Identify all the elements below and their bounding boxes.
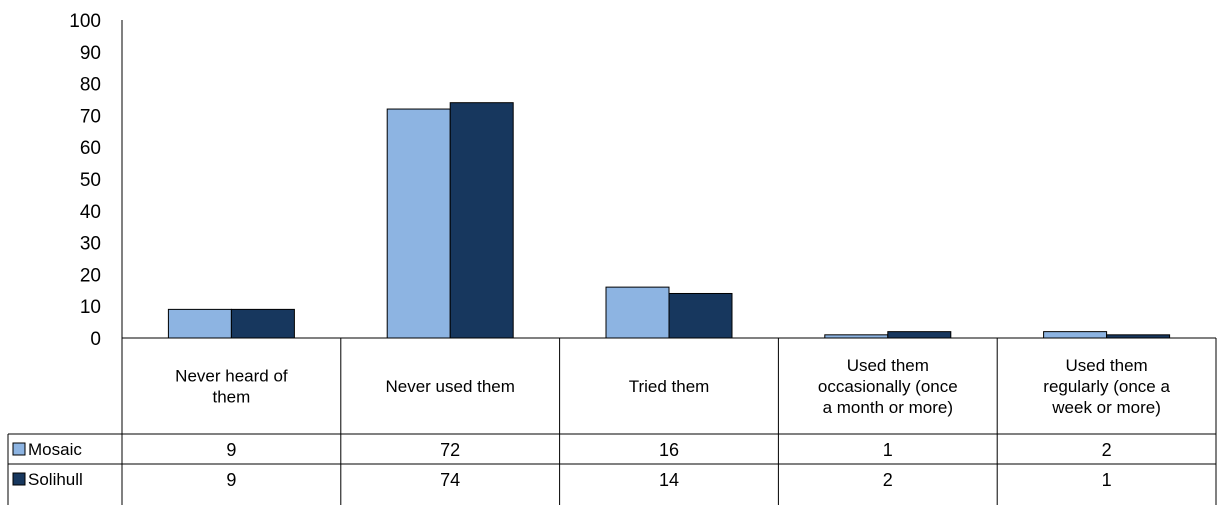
table-cell-value: 1: [883, 440, 893, 460]
category-label: Used them: [847, 356, 929, 375]
data-table: Never heard of them Never used them Tried t…: [12, 356, 1170, 490]
category-label: Never heard of: [175, 367, 288, 386]
y-tick-label: 10: [80, 297, 101, 318]
y-tick-label: 80: [80, 75, 101, 96]
y-tick-label: 0: [90, 329, 101, 350]
bars: [167, 102, 1171, 339]
table-cell-value: 9: [226, 470, 236, 490]
category-label: Tried them: [629, 377, 710, 396]
legend-key-solihull: [12, 472, 26, 486]
y-tick-label: 30: [80, 234, 101, 255]
bar-solihull-1: [449, 102, 514, 339]
legend-label-solihull: Solihull: [28, 470, 83, 489]
category-label: Never used them: [385, 377, 514, 396]
category-label: Used them: [1065, 356, 1147, 375]
bar-mosaic-0: [167, 308, 232, 339]
y-tick-label: 60: [80, 138, 101, 159]
y-tick-label: 40: [80, 202, 101, 223]
table-cell-value: 16: [659, 440, 679, 460]
legend-label-mosaic: Mosaic: [28, 440, 82, 459]
table-cell-value: 2: [1102, 440, 1112, 460]
category-label: a month or more): [823, 398, 953, 417]
table-cell-value: 1: [1102, 470, 1112, 490]
y-tick-label: 20: [80, 265, 101, 286]
category-label: them: [213, 388, 251, 407]
bar-mosaic-1: [386, 108, 451, 339]
bar-solihull-3: [887, 331, 952, 339]
bar-solihull-2: [668, 292, 733, 339]
table-cell-value: 14: [659, 470, 679, 490]
bar-mosaic-2: [605, 286, 670, 339]
axes: [7, 20, 1217, 505]
table-cell-value: 72: [440, 440, 460, 460]
table-cell-value: 74: [440, 470, 460, 490]
y-tick-label: 50: [80, 170, 101, 191]
y-axis-ticks: 0 10 20 30 40 50 60 70 80 90 100: [69, 11, 101, 350]
category-label: regularly (once a: [1043, 377, 1170, 396]
table-cell-value: 2: [883, 470, 893, 490]
y-tick-label: 90: [80, 43, 101, 64]
bar-solihull-0: [230, 308, 295, 339]
legend-key-mosaic: [12, 442, 26, 456]
bar-mosaic-4: [1043, 331, 1108, 339]
y-tick-label: 70: [80, 106, 101, 127]
y-tick-label: 100: [69, 11, 101, 32]
table-cell-value: 9: [226, 440, 236, 460]
category-label: occasionally (once: [818, 377, 958, 396]
category-label: week or more): [1051, 398, 1161, 417]
